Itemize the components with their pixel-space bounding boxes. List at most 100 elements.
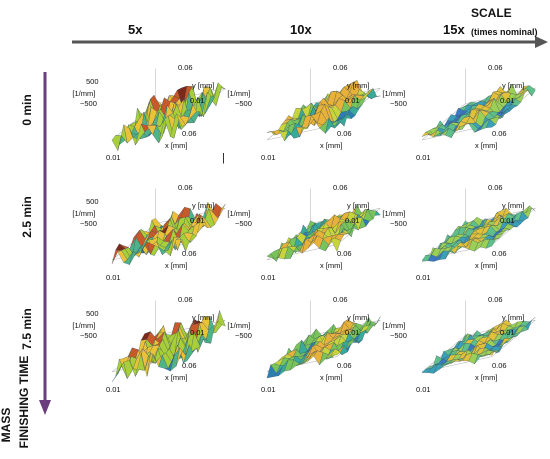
z-label: κ₁ [1/mm] — [70, 89, 95, 98]
z-tick-bottom: −500 — [235, 331, 252, 340]
z-label: κ₁ [1/mm] — [225, 89, 250, 98]
y-tick-bottom: 0.01 — [345, 96, 360, 105]
surface-patch — [330, 122, 341, 129]
x-tick-right: 0.06 — [182, 129, 197, 138]
time-level-2-5: 2.5 min — [20, 196, 34, 238]
z-label: κ₁ [1/mm] — [70, 321, 95, 330]
mass-finishing-title-2: FINISHING TIME — [17, 355, 31, 449]
surface-plot-r1-c2: κ₁ [1/mm]−500 0.06 y [mm] 0.01 0.06 x [mm] 0.0… — [380, 183, 536, 282]
surface-patch — [176, 237, 186, 252]
scale-level-10x: 10x — [290, 22, 312, 37]
x-tick-left: 0.01 — [261, 385, 276, 394]
x-tick-right: 0.06 — [182, 361, 197, 370]
y-tick-bottom: 0.01 — [190, 328, 205, 337]
surface-patch — [486, 349, 496, 356]
surface-patch — [330, 348, 341, 356]
y-tick-bottom: 0.01 — [500, 216, 515, 225]
z-label: κ₁ [1/mm] — [225, 321, 250, 330]
x-label: x [mm] — [320, 373, 343, 382]
y-tick-top: 0.06 — [333, 295, 348, 304]
y-tick-top: 0.06 — [178, 295, 193, 304]
y-label: y [mm] — [347, 81, 370, 90]
x-label: x [mm] — [475, 141, 498, 150]
x-label: x [mm] — [165, 261, 188, 270]
y-tick-top: 0.06 — [488, 183, 503, 192]
z-label: κ₁ [1/mm] — [225, 209, 250, 218]
z-tick-bottom: −500 — [390, 331, 407, 340]
surface-plot-r2-c1: κ₁ [1/mm]−500 0.06 y [mm] 0.01 0.06 x [mm] 0.0… — [225, 295, 381, 394]
y-label: y [mm] — [192, 201, 215, 210]
y-tick-top: 0.06 — [333, 183, 348, 192]
y-label: y [mm] — [192, 313, 215, 322]
cursor-mark: | — [222, 152, 225, 164]
y-tick-bottom: 0.01 — [190, 216, 205, 225]
z-tick-top: 500 — [86, 309, 99, 318]
y-tick-top: 0.06 — [488, 63, 503, 72]
y-tick-bottom: 0.01 — [190, 96, 205, 105]
z-label: κ₁ [1/mm] — [70, 209, 95, 218]
y-label: y [mm] — [192, 81, 215, 90]
surface-patch — [330, 237, 341, 252]
z-tick-bottom: −500 — [80, 99, 97, 108]
surface-patch — [485, 239, 496, 249]
z-tick-bottom: −500 — [390, 99, 407, 108]
mass-finishing-title: MASS — [0, 407, 13, 443]
y-label: y [mm] — [347, 313, 370, 322]
z-tick-top: 500 — [86, 197, 99, 206]
z-label: κ₁ [1/mm] — [380, 89, 405, 98]
y-label: y [mm] — [502, 313, 525, 322]
z-tick-bottom: −500 — [390, 219, 407, 228]
surface-plot-r1-c1: κ₁ [1/mm]−500 0.06 y [mm] 0.01 0.06 x [mm] 0.0… — [225, 183, 381, 282]
z-label: κ₁ [1/mm] — [380, 321, 405, 330]
z-tick-bottom: −500 — [80, 219, 97, 228]
y-tick-top: 0.06 — [333, 63, 348, 72]
surface-patch — [176, 113, 186, 127]
x-tick-right: 0.06 — [492, 129, 507, 138]
y-label: y [mm] — [502, 201, 525, 210]
x-label: x [mm] — [475, 373, 498, 382]
scale-arrow — [72, 36, 548, 48]
x-tick-left: 0.01 — [106, 153, 121, 162]
x-tick-left: 0.01 — [261, 153, 276, 162]
x-tick-right: 0.06 — [182, 249, 197, 258]
scale-subtitle: (times nominal) — [471, 27, 538, 37]
y-tick-bottom: 0.01 — [345, 216, 360, 225]
x-tick-left: 0.01 — [416, 273, 431, 282]
surface-plot-r0-c0: 500 κ₁ [1/mm]−500 0.06 y [mm] 0.01 0.06 x [mm]… — [70, 63, 226, 162]
surface-plot-r0-c2: κ₁ [1/mm]−500 0.06 y [mm] 0.01 0.06 x [mm] 0.0… — [380, 63, 536, 162]
x-label: x [mm] — [165, 141, 188, 150]
time-arrow — [39, 72, 51, 415]
x-tick-right: 0.06 — [492, 249, 507, 258]
z-tick-bottom: −500 — [235, 219, 252, 228]
z-label: κ₁ [1/mm] — [380, 209, 405, 218]
x-tick-right: 0.06 — [337, 361, 352, 370]
surface-patch — [176, 347, 186, 367]
surface-patch — [485, 118, 496, 128]
y-tick-top: 0.06 — [488, 295, 503, 304]
z-tick-bottom: −500 — [80, 331, 97, 340]
scale-level-15x: 15x — [443, 22, 465, 37]
x-tick-left: 0.01 — [106, 385, 121, 394]
y-tick-bottom: 0.01 — [345, 328, 360, 337]
y-tick-top: 0.06 — [178, 183, 193, 192]
x-tick-right: 0.06 — [337, 129, 352, 138]
z-tick-top: 500 — [86, 77, 99, 86]
x-tick-right: 0.06 — [492, 361, 507, 370]
z-tick-bottom: −500 — [235, 99, 252, 108]
x-label: x [mm] — [165, 373, 188, 382]
x-label: x [mm] — [475, 261, 498, 270]
y-label: y [mm] — [347, 201, 370, 210]
surface-plot-r0-c1: κ₁ [1/mm]−500 0.06 y [mm] 0.01 0.06 x [mm] 0.0… — [225, 63, 381, 162]
scale-level-5x: 5x — [128, 22, 143, 37]
x-label: x [mm] — [320, 141, 343, 150]
x-tick-right: 0.06 — [337, 249, 352, 258]
y-tick-bottom: 0.01 — [500, 328, 515, 337]
x-label: x [mm] — [320, 261, 343, 270]
x-tick-left: 0.01 — [261, 273, 276, 282]
y-label: y [mm] — [502, 81, 525, 90]
surface-plot-r1-c0: 500 κ₁ [1/mm]−500 0.06 y [mm] 0.01 0.06 x [mm]… — [70, 183, 226, 282]
y-tick-bottom: 0.01 — [500, 96, 515, 105]
surface-plot-r2-c0: 500 κ₁ [1/mm]−500 0.06 y [mm] 0.01 0.06 x [mm]… — [70, 295, 226, 394]
scale-title: SCALE — [471, 6, 512, 20]
time-level-0: 0 min — [20, 94, 34, 126]
